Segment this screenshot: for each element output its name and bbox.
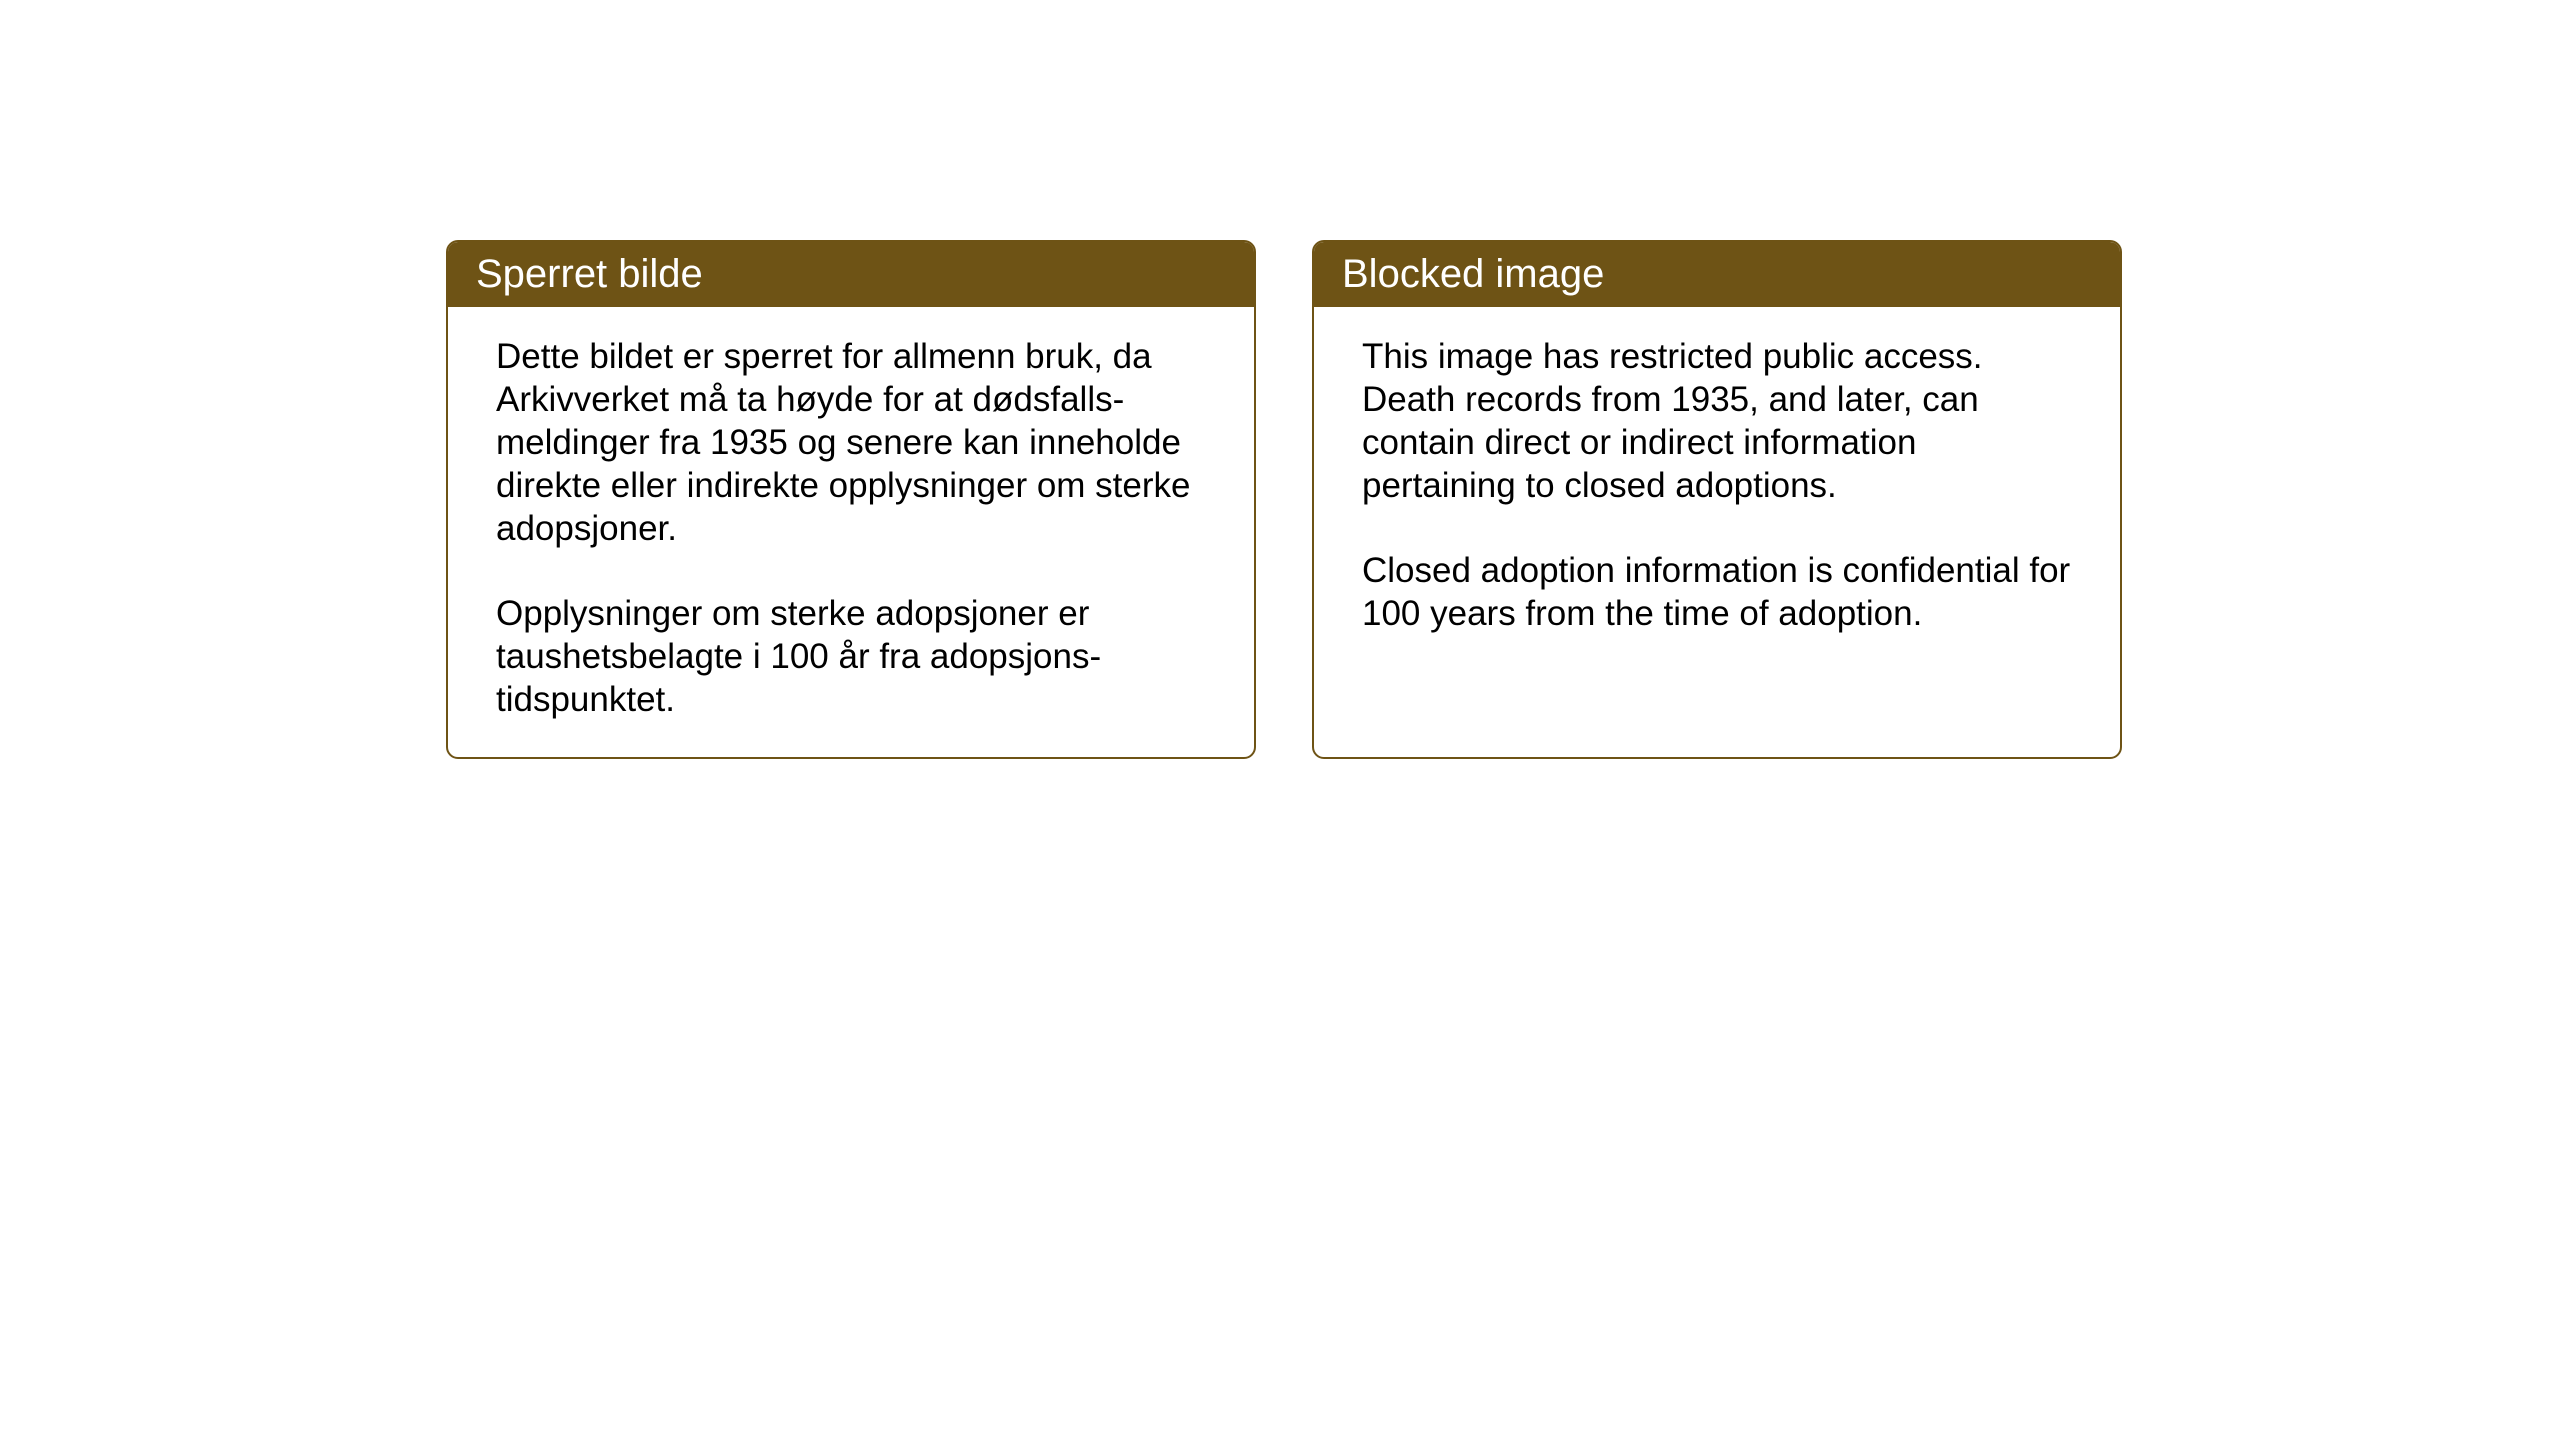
notice-card-english: Blocked image This image has restricted … <box>1312 240 2122 759</box>
card-paragraph: Dette bildet er sperret for allmenn bruk… <box>496 335 1206 550</box>
card-paragraph: Closed adoption information is confident… <box>1362 549 2072 635</box>
card-paragraph: This image has restricted public access.… <box>1362 335 2072 507</box>
card-body: Dette bildet er sperret for allmenn bruk… <box>448 307 1254 757</box>
card-header: Sperret bilde <box>448 242 1254 307</box>
notice-card-norwegian: Sperret bilde Dette bildet er sperret fo… <box>446 240 1256 759</box>
card-paragraph: Opplysninger om sterke adopsjoner er tau… <box>496 592 1206 721</box>
card-body: This image has restricted public access.… <box>1314 307 2120 671</box>
card-title: Sperret bilde <box>476 252 703 296</box>
notice-container: Sperret bilde Dette bildet er sperret fo… <box>446 240 2122 759</box>
card-title: Blocked image <box>1342 252 1604 296</box>
card-header: Blocked image <box>1314 242 2120 307</box>
